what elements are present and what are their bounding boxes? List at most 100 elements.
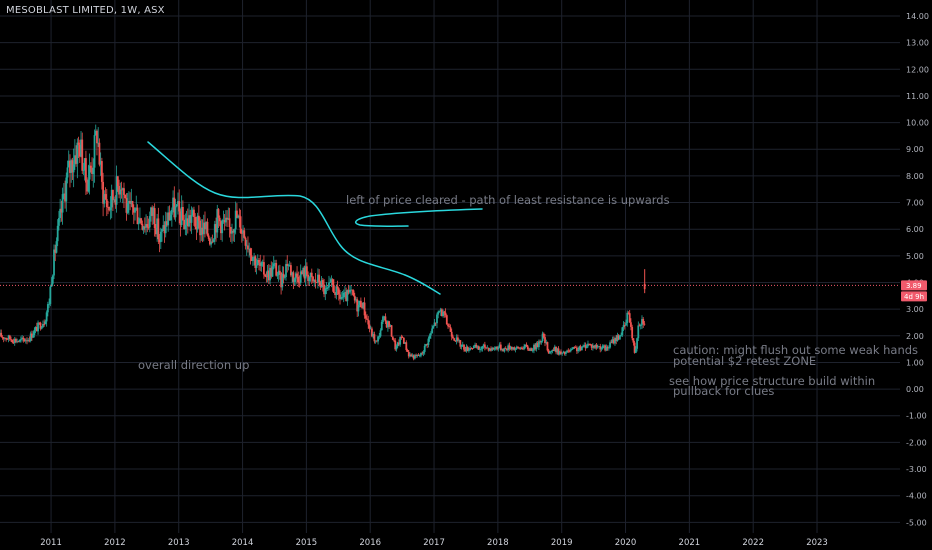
- candle-body: [313, 279, 316, 282]
- candle-body: [243, 230, 246, 238]
- candle-body: [642, 319, 645, 324]
- candle-body: [181, 207, 184, 220]
- candle-body: [278, 270, 281, 273]
- candle-body: [6, 339, 9, 340]
- candle-body: [447, 324, 449, 327]
- candle-body: [298, 282, 301, 283]
- candle-body: [406, 349, 409, 352]
- candle-body: [519, 347, 522, 349]
- candle-body: [213, 224, 216, 240]
- candle-body: [599, 346, 602, 350]
- candle-body: [147, 227, 150, 229]
- candle-body: [331, 279, 334, 286]
- candle-body: [209, 238, 211, 245]
- candle-body: [544, 337, 546, 344]
- candle-body: [552, 349, 555, 351]
- candle-body: [62, 193, 65, 195]
- y-axis[interactable]: 14.00 13.00 12.00 11.00 10.00 9.00 8.00 7.00 6.0…: [906, 12, 929, 527]
- candle-body: [83, 158, 86, 171]
- y-tick-label: 11.00: [906, 92, 929, 101]
- candle-body: [531, 350, 534, 352]
- candle-body: [471, 348, 474, 349]
- candle-body: [315, 282, 318, 284]
- candle-body: [227, 218, 230, 220]
- candle-body: [490, 348, 492, 351]
- candle-body: [442, 311, 445, 317]
- candle-body: [109, 207, 112, 211]
- candle-body: [134, 208, 136, 213]
- candle-body: [309, 272, 312, 278]
- candle-body: [433, 322, 436, 327]
- candle-body: [436, 314, 438, 324]
- chart-annotations: left of price cleared - path of least re…: [138, 193, 918, 398]
- candle-body: [224, 217, 227, 223]
- candle-body: [35, 326, 38, 332]
- candle-body: [506, 348, 508, 351]
- candle-body: [633, 342, 636, 353]
- candle-body: [24, 340, 27, 342]
- candle-body: [77, 142, 80, 145]
- candle-body: [337, 288, 340, 295]
- candle-body: [529, 348, 532, 351]
- candle-body: [19, 339, 22, 340]
- candle-body: [260, 262, 263, 266]
- candle-body: [166, 221, 168, 226]
- candle-body: [437, 311, 440, 315]
- candle-body: [193, 209, 195, 218]
- candle-body: [129, 200, 132, 204]
- candle-body: [643, 323, 646, 325]
- candle-body: [13, 338, 16, 343]
- candle-body: [108, 207, 111, 211]
- candle-body: [546, 342, 549, 351]
- x-axis[interactable]: 2011 2012 2013 2014 2015 2016 2017 2018 2019 2020…: [40, 538, 828, 548]
- candle-body: [366, 318, 368, 320]
- candle-body: [404, 342, 406, 344]
- trendline-drawings[interactable]: [147, 141, 483, 295]
- candle-body: [162, 225, 165, 230]
- x-tick-label: 2012: [104, 538, 126, 548]
- candle-body: [595, 345, 598, 348]
- candle-body: [124, 194, 127, 199]
- candle-body: [191, 209, 194, 216]
- candle-body: [434, 322, 437, 324]
- candle-body: [293, 278, 296, 282]
- y-tick-label: 7.00: [906, 199, 924, 208]
- candle-body: [587, 343, 589, 347]
- candle-body: [179, 211, 182, 225]
- candle-body: [355, 299, 357, 301]
- y-tick-label: 2.00: [906, 332, 924, 341]
- candle-body: [110, 189, 113, 208]
- candle-body: [502, 349, 505, 352]
- candle-body: [152, 208, 155, 216]
- candle-body: [212, 239, 215, 242]
- candle-body: [88, 165, 91, 180]
- candle-body: [418, 355, 421, 357]
- candle-body: [146, 224, 149, 228]
- candle-body: [382, 316, 384, 322]
- candle-body: [258, 259, 260, 263]
- candle-body: [390, 325, 393, 337]
- candle-body: [487, 347, 490, 351]
- candle-body: [91, 167, 93, 175]
- candle-body: [528, 349, 530, 351]
- candle-body: [460, 344, 463, 347]
- candle-body: [641, 319, 643, 325]
- candle-body: [438, 311, 441, 312]
- candle-body: [264, 274, 267, 277]
- candle-body: [180, 207, 183, 225]
- candle-body: [465, 346, 468, 352]
- y-tick-label: -2.00: [906, 438, 927, 447]
- candle-body: [445, 315, 448, 325]
- candle-body: [609, 342, 611, 348]
- candle-body: [169, 214, 172, 221]
- candle-body: [572, 347, 575, 349]
- candle-body: [301, 271, 303, 275]
- candle-body: [150, 207, 152, 217]
- candle-body: [391, 336, 394, 340]
- candle-body: [577, 349, 580, 352]
- candle-body: [23, 339, 26, 342]
- candle-body: [342, 292, 345, 298]
- candle-body: [393, 339, 395, 341]
- candle-body: [189, 215, 192, 223]
